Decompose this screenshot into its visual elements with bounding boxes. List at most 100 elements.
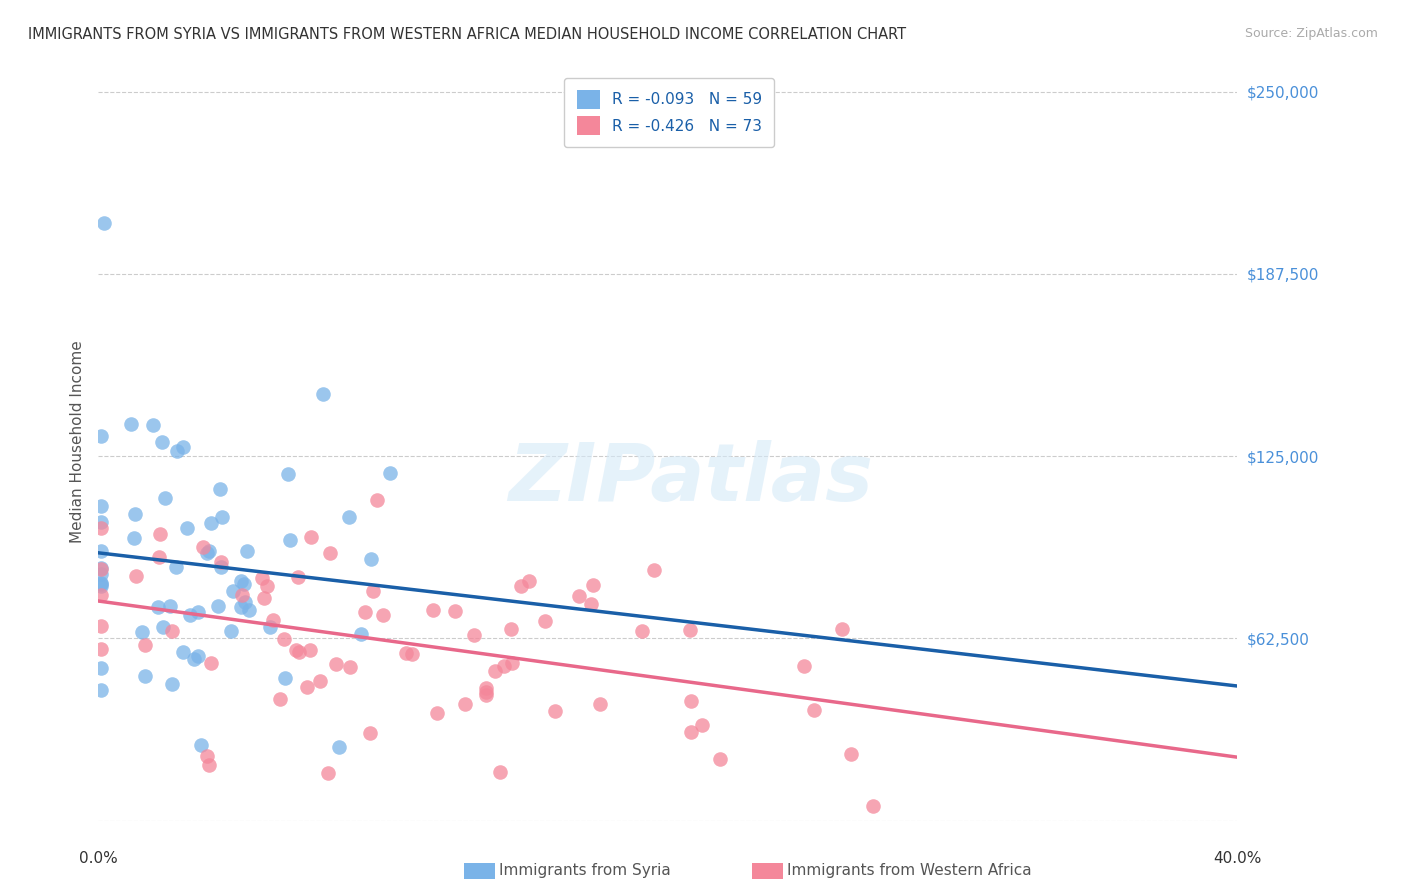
Point <box>679 725 702 739</box>
Point <box>148 549 170 564</box>
Text: IMMIGRANTS FROM SYRIA VS IMMIGRANTS FROM WESTERN AFRICA MEDIAN HOUSEHOLD INCOME : IMMIGRANTS FROM SYRIA VS IMMIGRANTS FROM… <box>28 27 907 42</box>
Point <box>176 521 198 535</box>
Point <box>316 765 339 780</box>
Point <box>90 661 112 675</box>
Point <box>353 605 375 619</box>
Point <box>90 500 112 514</box>
Point <box>148 599 170 614</box>
Point <box>371 607 394 622</box>
Text: Immigrants from Western Africa: Immigrants from Western Africa <box>787 863 1032 878</box>
Point <box>501 623 523 637</box>
Point <box>198 757 221 772</box>
Point <box>709 752 731 766</box>
Point <box>195 546 218 560</box>
Point <box>172 645 194 659</box>
Point <box>273 632 295 647</box>
Point <box>231 600 253 615</box>
Point <box>124 568 146 582</box>
Point <box>165 560 187 574</box>
Point <box>366 492 388 507</box>
Point <box>426 706 449 720</box>
Point <box>124 508 146 522</box>
Point <box>152 434 174 449</box>
Point <box>90 566 112 581</box>
Point <box>288 645 311 659</box>
Point <box>153 491 176 505</box>
Point <box>252 571 274 585</box>
Point <box>274 671 297 685</box>
Point <box>862 799 884 814</box>
Point <box>90 521 112 535</box>
Point <box>319 546 342 560</box>
Point <box>678 624 700 638</box>
Point <box>235 543 257 558</box>
Point <box>501 656 523 670</box>
Point <box>395 646 418 660</box>
Point <box>190 738 212 752</box>
Point <box>207 599 229 613</box>
Point <box>422 603 444 617</box>
Point <box>160 624 183 638</box>
Point <box>378 466 401 480</box>
Point <box>831 623 853 637</box>
Y-axis label: Median Household Income: Median Household Income <box>69 340 84 543</box>
Point <box>197 543 219 558</box>
Point <box>200 656 222 670</box>
Point <box>90 641 112 656</box>
Point <box>643 563 665 577</box>
Point <box>193 540 215 554</box>
Point <box>475 685 498 699</box>
Point <box>299 530 322 544</box>
Point <box>359 726 381 740</box>
Point <box>211 509 233 524</box>
Point <box>235 594 257 608</box>
Point <box>160 676 183 690</box>
Point <box>253 591 276 605</box>
Point <box>444 604 467 618</box>
Point <box>90 562 112 576</box>
Text: 40.0%: 40.0% <box>1213 851 1261 866</box>
Point <box>208 482 231 496</box>
Text: Immigrants from Syria: Immigrants from Syria <box>499 863 671 878</box>
Point <box>259 619 281 633</box>
Point <box>475 688 498 702</box>
Point <box>494 658 516 673</box>
Point <box>229 574 252 588</box>
Point <box>489 765 512 780</box>
Point <box>131 624 153 639</box>
Point <box>90 683 112 698</box>
Point <box>166 444 188 458</box>
Point <box>90 544 112 558</box>
Point <box>231 588 253 602</box>
Point <box>839 747 862 762</box>
Point <box>287 570 309 584</box>
Point <box>152 620 174 634</box>
Point <box>278 533 301 547</box>
Point <box>90 576 112 591</box>
Text: Source: ZipAtlas.com: Source: ZipAtlas.com <box>1244 27 1378 40</box>
Point <box>454 697 477 711</box>
Legend: R = -0.093   N = 59, R = -0.426   N = 73: R = -0.093 N = 59, R = -0.426 N = 73 <box>564 78 775 147</box>
Point <box>325 657 347 672</box>
Point <box>277 467 299 482</box>
Point <box>90 588 112 602</box>
Point <box>484 664 506 678</box>
Point <box>339 659 361 673</box>
Point <box>195 749 218 764</box>
Point <box>219 624 242 639</box>
Point <box>544 705 567 719</box>
Text: 0.0%: 0.0% <box>79 851 118 866</box>
Point <box>149 527 172 541</box>
Point <box>209 560 232 574</box>
Point <box>222 583 245 598</box>
Point <box>803 702 825 716</box>
Point <box>589 697 612 711</box>
Point <box>256 579 278 593</box>
Point <box>93 216 115 230</box>
Point <box>209 555 232 569</box>
Point <box>90 429 112 443</box>
Point <box>159 599 181 613</box>
Point <box>238 602 260 616</box>
Point <box>200 516 222 530</box>
Point <box>263 613 285 627</box>
